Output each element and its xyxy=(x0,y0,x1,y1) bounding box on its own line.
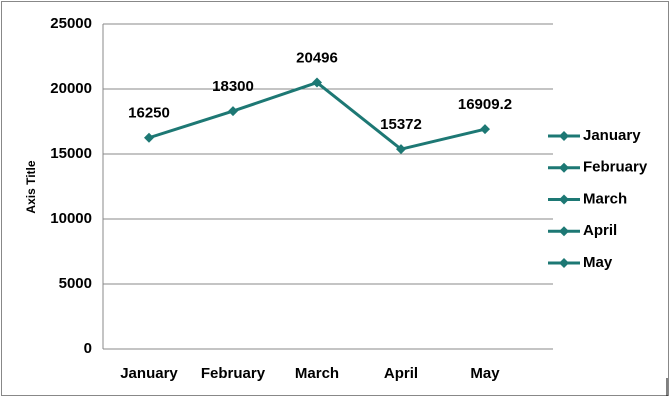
legend-label: February xyxy=(583,159,648,176)
x-tick-label: February xyxy=(201,365,266,382)
data-label: 16909.2 xyxy=(458,96,512,113)
data-point xyxy=(312,77,322,88)
data-point xyxy=(480,124,490,135)
legend-label: January xyxy=(583,127,641,144)
legend-marker xyxy=(559,162,569,173)
x-tick-label: March xyxy=(295,365,339,382)
legend-label: March xyxy=(583,190,627,207)
y-tick-label: 15000 xyxy=(50,145,92,162)
data-label: 15372 xyxy=(380,116,422,133)
legend-marker xyxy=(559,226,569,237)
legend-label: May xyxy=(583,254,613,271)
x-tick-label: January xyxy=(120,365,178,382)
x-tick-label: May xyxy=(470,365,500,382)
legend-marker xyxy=(559,258,569,268)
data-point xyxy=(144,132,154,143)
legend-label: April xyxy=(583,222,617,239)
y-tick-label: 20000 xyxy=(50,80,92,97)
x-tick-label: April xyxy=(384,365,418,382)
data-point xyxy=(396,144,406,155)
data-label: 20496 xyxy=(296,50,338,67)
y-tick-label: 10000 xyxy=(50,210,92,227)
y-axis-title: Axis Title xyxy=(24,160,38,213)
data-point xyxy=(228,106,238,117)
data-label: 18300 xyxy=(212,78,254,95)
y-tick-label: 25000 xyxy=(50,15,92,32)
y-tick-label: 0 xyxy=(84,340,92,357)
legend-marker xyxy=(559,131,569,141)
legend-marker xyxy=(559,194,569,205)
data-label: 16250 xyxy=(128,105,170,122)
y-tick-label: 5000 xyxy=(59,275,92,292)
